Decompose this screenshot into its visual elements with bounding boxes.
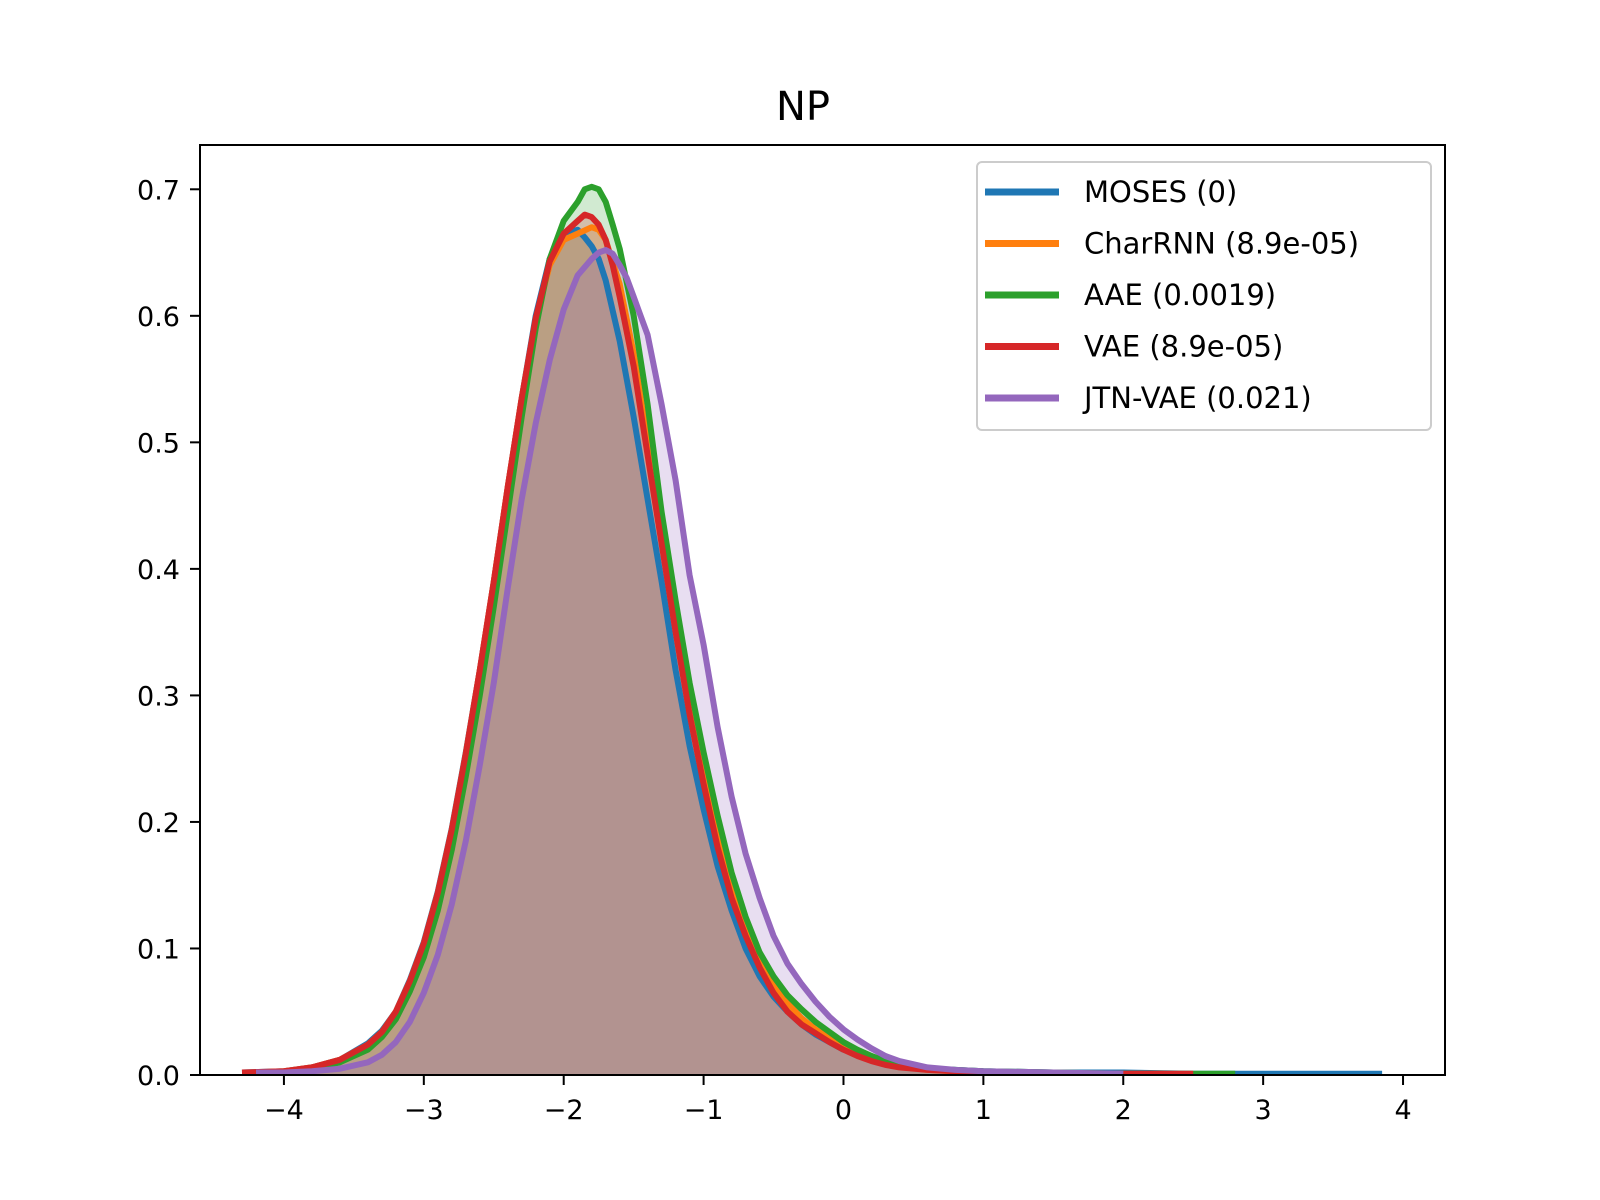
density-fill-4 xyxy=(256,250,1124,1075)
chart-title: NP xyxy=(776,84,830,130)
density-line-3 xyxy=(241,211,1194,1075)
y-tick-label-0: 0.0 xyxy=(137,1061,180,1092)
y-axis: 0.0 0.1 0.2 0.3 0.4 0.5 0.6 0.7 xyxy=(137,175,200,1092)
x-tick-label-8: 4 xyxy=(1394,1095,1411,1126)
x-tick-label-4: 0 xyxy=(835,1095,852,1126)
legend-label-4: JTN-VAE (0.021) xyxy=(1082,381,1312,415)
x-tick-label-0: −4 xyxy=(264,1095,304,1126)
y-tick-label-5: 0.5 xyxy=(137,428,180,459)
legend-label-1: CharRNN (8.9e-05) xyxy=(1084,227,1359,261)
density-line-2 xyxy=(269,183,1236,1075)
x-tick-label-1: −3 xyxy=(404,1095,444,1126)
density-fill-0 xyxy=(242,229,1383,1075)
y-tick-label-3: 0.3 xyxy=(137,681,180,712)
legend-label-2: AAE (0.0019) xyxy=(1084,278,1276,312)
x-tick-label-2: −2 xyxy=(544,1095,584,1126)
density-fill-1 xyxy=(256,227,1166,1075)
density-lines xyxy=(241,183,1383,1075)
x-axis: −4 −3 −2 −1 0 1 2 3 4 xyxy=(264,1075,1412,1126)
legend-box xyxy=(976,161,1432,431)
legend-label-0: MOSES (0) xyxy=(1084,175,1237,209)
y-tick-label-7: 0.7 xyxy=(137,175,180,206)
plot-frame xyxy=(199,144,1446,1076)
y-tick-label-6: 0.6 xyxy=(137,302,180,333)
x-tick-label-6: 2 xyxy=(1115,1095,1132,1126)
density-fills xyxy=(242,186,1383,1075)
y-tick-label-2: 0.2 xyxy=(137,808,180,839)
y-tick-label-4: 0.4 xyxy=(137,555,180,586)
y-tick-label-1: 0.1 xyxy=(137,934,180,965)
legend: MOSES (0) CharRNN (8.9e-05) AAE (0.0019) VA… xyxy=(976,161,1432,431)
density-fill-3 xyxy=(242,214,1194,1075)
x-tick-label-3: −1 xyxy=(684,1095,724,1126)
x-tick-label-7: 3 xyxy=(1255,1095,1272,1126)
legend-label-3: VAE (8.9e-05) xyxy=(1084,330,1283,364)
density-fill-2 xyxy=(269,186,1236,1075)
density-line-4 xyxy=(256,247,1124,1075)
x-tick-label-5: 1 xyxy=(975,1095,992,1126)
